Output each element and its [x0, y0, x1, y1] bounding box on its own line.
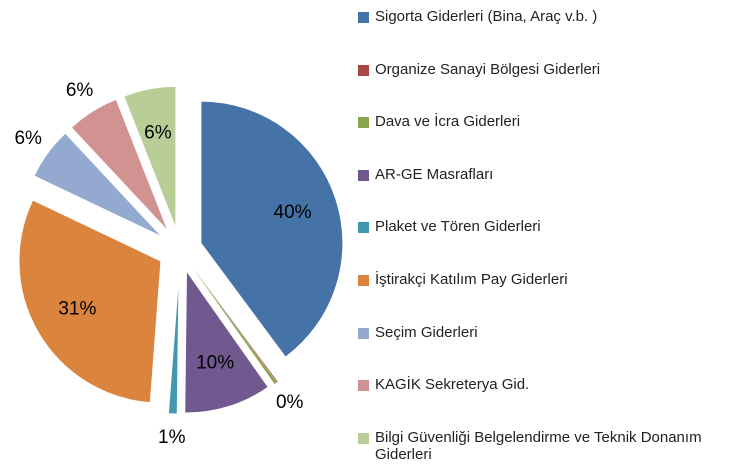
legend-swatch [358, 169, 369, 181]
pie-slice [123, 85, 177, 229]
pie-slice [18, 199, 162, 404]
legend-label: Sigorta Giderleri (Bina, Araç v.b. ) [375, 8, 598, 25]
pie-slice [167, 271, 180, 415]
data-label: 31% [58, 299, 96, 320]
legend-item: Sigorta Giderleri (Bina, Araç v.b. ) [356, 8, 740, 61]
legend-swatch [358, 432, 369, 444]
pie-slice [200, 100, 344, 358]
legend-swatch [358, 222, 369, 234]
legend-swatch [358, 12, 369, 23]
data-label: 1% [158, 427, 186, 448]
pie-area: 40% 0% 10% 1% 31% 6% 6% 6% [14, 80, 344, 448]
legend: Sigorta Giderleri (Bina, Araç v.b. ) Orga… [356, 8, 740, 464]
legend-label: Plaket ve Tören Giderleri [375, 218, 541, 236]
legend-swatch [358, 380, 369, 392]
legend-label: KAGİK Sekreterya Gid. [375, 376, 530, 394]
legend-item: Bilgi Güvenliği Belgelendirme ve Teknik … [356, 429, 740, 464]
legend-label: Seçim Giderleri [375, 323, 478, 341]
pie-slice [184, 269, 269, 414]
legend-swatch [358, 64, 369, 76]
data-label: 40% [274, 202, 312, 223]
data-label: 10% [196, 352, 234, 373]
data-label: 0% [276, 392, 304, 413]
legend-label: Organize Sanayi Bölgesi Giderleri [375, 60, 601, 78]
data-label: 6% [66, 80, 94, 101]
pie-slice [70, 98, 169, 232]
legend-label: Dava ve İcra Giderleri [375, 113, 521, 131]
legend-item: AR-GE Masrafları [356, 166, 740, 219]
pie-slice [192, 267, 277, 384]
data-label: 6% [14, 128, 42, 149]
legend-item: İştirakçi Katılım Pay Giderleri [356, 271, 740, 324]
legend-item: Seçim Giderleri [356, 324, 740, 377]
legend-label: İştirakçi Katılım Pay Giderleri [375, 270, 568, 288]
legend-label: AR-GE Masrafları [375, 165, 494, 183]
legend-item: Dava ve İcra Giderleri [356, 113, 740, 166]
legend-item: KAGİK Sekreterya Gid. [356, 376, 740, 429]
pie-slice [33, 132, 163, 238]
legend-item: Plaket ve Tören Giderleri [356, 218, 740, 271]
data-label: 6% [144, 123, 172, 144]
legend-swatch [358, 327, 369, 339]
legend-item: Organize Sanayi Bölgesi Giderleri [356, 61, 740, 114]
legend-swatch [358, 274, 369, 286]
legend-swatch [358, 117, 369, 129]
legend-label: Bilgi Güvenliği Belgelendirme ve Teknik … [375, 428, 702, 463]
pie-slice [193, 267, 278, 383]
